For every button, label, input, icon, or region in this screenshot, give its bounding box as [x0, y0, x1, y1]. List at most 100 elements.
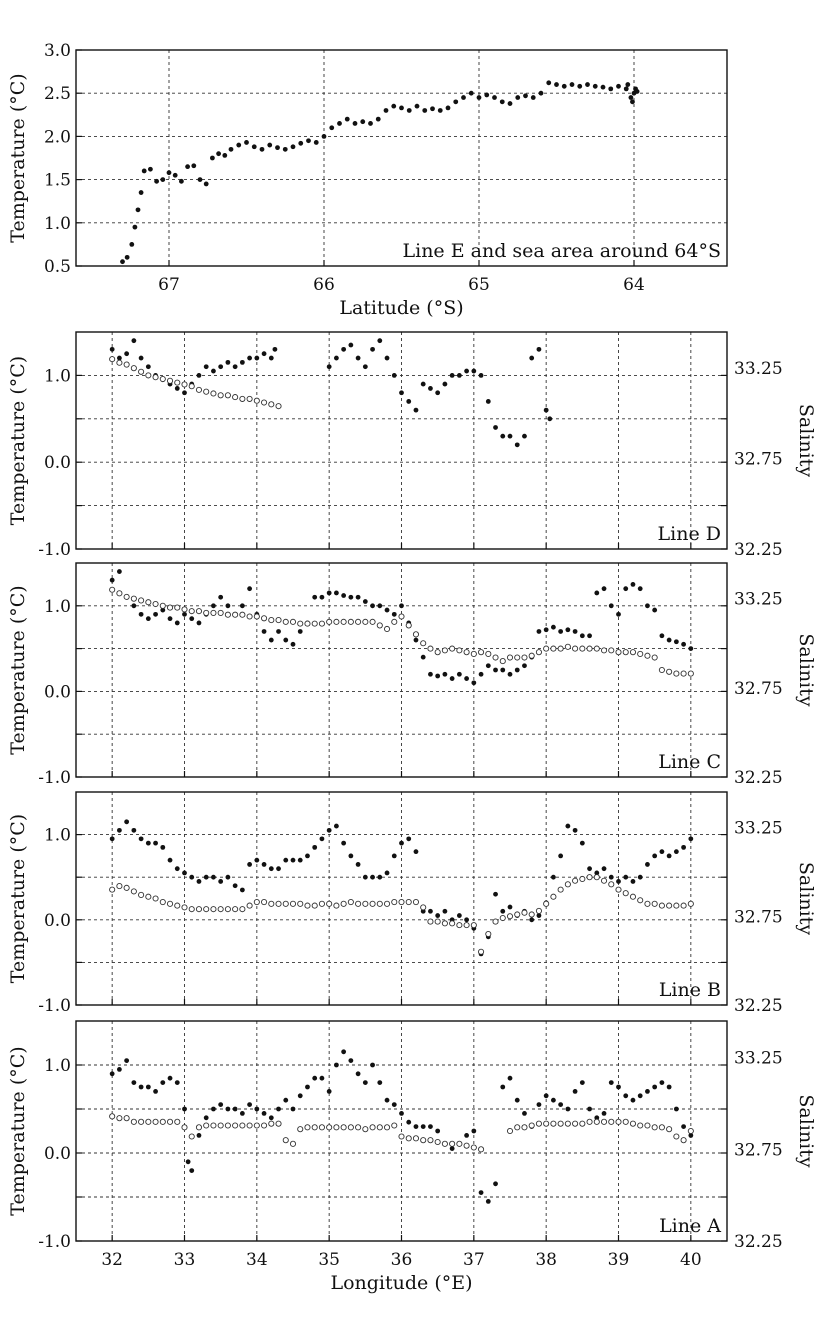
salinity-point: [412, 899, 420, 906]
salinity-point: [174, 604, 181, 611]
salinity-point: [550, 893, 557, 900]
x-tick-label: 33: [174, 1250, 196, 1270]
salinity-point: [145, 599, 152, 606]
y-tick-label: 1.5: [44, 171, 71, 191]
salinity-point: [499, 914, 506, 922]
salinity-point: [297, 620, 304, 627]
temperature-point: [587, 1106, 592, 1112]
temperature-point: [543, 627, 549, 633]
temperature-point: [196, 620, 202, 626]
salinity-point: [673, 1133, 680, 1140]
panel-line-c: -1.0 0.0 1.0 32.25 32.75 33.25 Salinity Tempera…: [7, 562, 817, 788]
temperature-point: [341, 1049, 347, 1055]
temperature-point: [577, 83, 583, 89]
salinity-point: [282, 618, 289, 625]
salinity-point: [261, 399, 268, 406]
y-tick-label: 0.0: [44, 911, 71, 931]
salinity-point: [528, 652, 535, 659]
temperature-point: [413, 637, 419, 643]
salinity-point: [239, 611, 246, 618]
temperature-point: [153, 611, 158, 617]
temperature-point: [326, 364, 332, 370]
temperature-point: [218, 364, 224, 370]
temperature-series: [109, 338, 553, 448]
temperature-point: [228, 146, 234, 152]
temperature-point: [435, 913, 441, 918]
temperature-point: [384, 1097, 390, 1103]
temperature-point: [334, 590, 339, 596]
temperature-point: [124, 1058, 130, 1063]
temperature-point: [272, 346, 278, 352]
salinity-point: [383, 900, 391, 907]
temperature-point: [547, 416, 553, 422]
salinity-point: [166, 1118, 174, 1125]
salinity-point: [658, 902, 665, 909]
temperature-point: [652, 607, 658, 613]
temperature-point: [129, 242, 135, 247]
temperature-point: [413, 1124, 419, 1129]
temperature-point: [554, 82, 559, 87]
salinity-point: [275, 900, 282, 907]
temperature-point: [625, 82, 631, 87]
salinity-point: [651, 900, 658, 907]
temperature-point: [148, 166, 153, 172]
salinity-point: [391, 1122, 398, 1129]
salinity-point: [210, 390, 217, 397]
temperature-point: [182, 1106, 187, 1112]
salinity-point: [687, 1127, 694, 1135]
salinity-point: [109, 1113, 116, 1120]
salinity-point: [420, 904, 427, 911]
y-tick-label: -1.0: [38, 540, 71, 560]
y-tick-label: 0.0: [44, 682, 71, 702]
temperature-point: [579, 840, 585, 846]
salinity-point: [109, 586, 116, 593]
temperature-point: [160, 177, 166, 183]
y-axis-label: Temperature (°C): [7, 585, 29, 754]
salinity-point: [268, 1120, 275, 1127]
temperature-point: [587, 633, 592, 639]
temperature-point: [546, 80, 552, 86]
temperature-point: [377, 603, 383, 609]
temperature-point: [368, 121, 373, 126]
temperature-point: [645, 1089, 650, 1094]
temperature-point: [485, 663, 491, 669]
salinity-point: [564, 881, 571, 888]
temperature-point: [145, 364, 151, 370]
salinity-point: [159, 602, 166, 609]
temperature-point: [247, 586, 253, 592]
y2-tick-label: 33.25: [734, 359, 783, 379]
temperature-point: [167, 1075, 173, 1081]
salinity-point: [463, 649, 470, 656]
salinity-point: [253, 1122, 260, 1129]
temperature-point: [673, 1106, 679, 1112]
temperature-point: [370, 874, 375, 880]
temperature-point: [500, 433, 506, 439]
temperature-point: [435, 1128, 441, 1134]
temperature-point: [276, 866, 281, 872]
temperature-point: [138, 1084, 144, 1090]
salinity-point: [174, 379, 181, 386]
temperature-point: [478, 671, 484, 677]
temperature-point: [529, 355, 535, 361]
temperature-point: [145, 616, 151, 622]
temperature-point: [536, 1102, 542, 1107]
salinity-point: [434, 1138, 441, 1146]
salinity-point: [449, 1140, 456, 1147]
temperature-point: [449, 1146, 455, 1151]
salinity-point: [174, 902, 181, 909]
y2-tick-label: 32.75: [734, 679, 783, 699]
salinity-point: [326, 900, 333, 907]
salinity-point: [593, 645, 600, 652]
salinity-point: [622, 890, 629, 897]
temperature-point: [362, 874, 368, 880]
salinity-point: [405, 622, 412, 629]
salinity-point: [362, 1126, 369, 1133]
temperature-point: [348, 342, 354, 348]
temperature-point: [659, 1080, 665, 1085]
y2-tick-label: 32.75: [734, 450, 783, 470]
temperature-point: [688, 1133, 694, 1138]
temperature-point: [464, 1133, 469, 1138]
temperature-point: [153, 840, 158, 846]
salinity-point: [253, 613, 260, 620]
y2-axis-label: Salinity: [795, 1094, 817, 1167]
